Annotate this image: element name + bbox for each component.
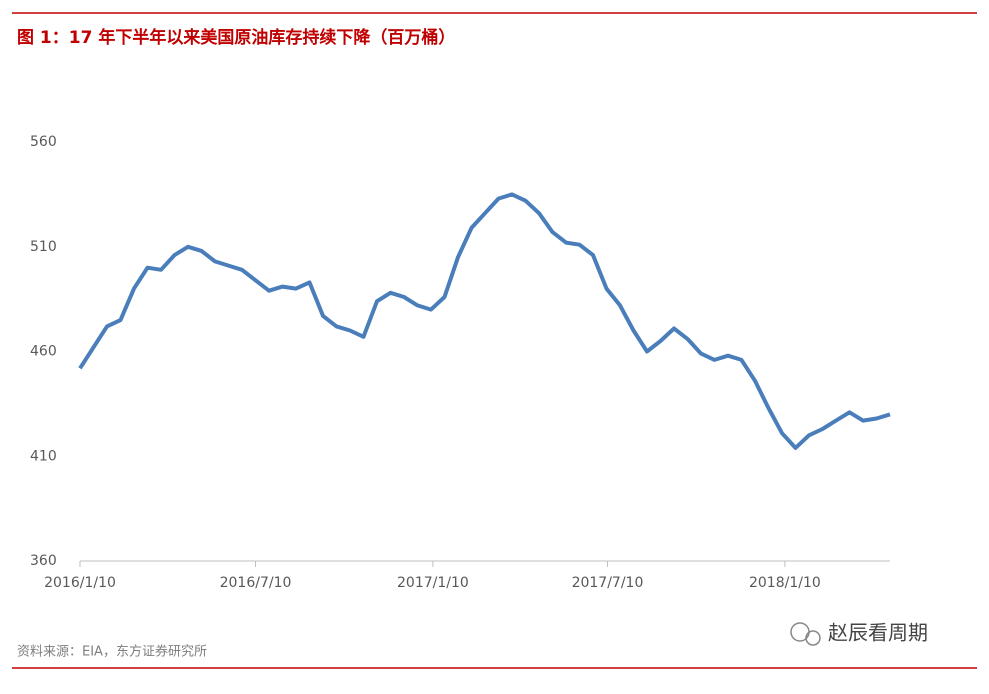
y-tick-label: 460 bbox=[30, 344, 57, 360]
x-tick-label: 2016/7/10 bbox=[220, 575, 292, 591]
watermark: 赵辰看周期 bbox=[828, 621, 928, 645]
y-tick-label: 560 bbox=[30, 134, 57, 150]
x-tick-label: 2017/1/10 bbox=[397, 575, 469, 591]
chart-title: 图 1：17 年下半年以来美国原油库存持续下降（百万桶） bbox=[17, 27, 455, 48]
x-tick-label: 2017/7/10 bbox=[572, 575, 644, 591]
y-tick-label: 510 bbox=[30, 239, 57, 255]
x-tick-label: 2016/1/10 bbox=[44, 575, 116, 591]
x-tick-label: 2018/1/10 bbox=[749, 575, 821, 591]
wechat-icon bbox=[805, 630, 821, 646]
y-tick-label: 360 bbox=[30, 553, 57, 569]
data-line bbox=[78, 192, 891, 450]
source: 资料来源：EIA，东方证券研究所 bbox=[17, 644, 207, 660]
y-tick-label: 410 bbox=[30, 448, 57, 464]
